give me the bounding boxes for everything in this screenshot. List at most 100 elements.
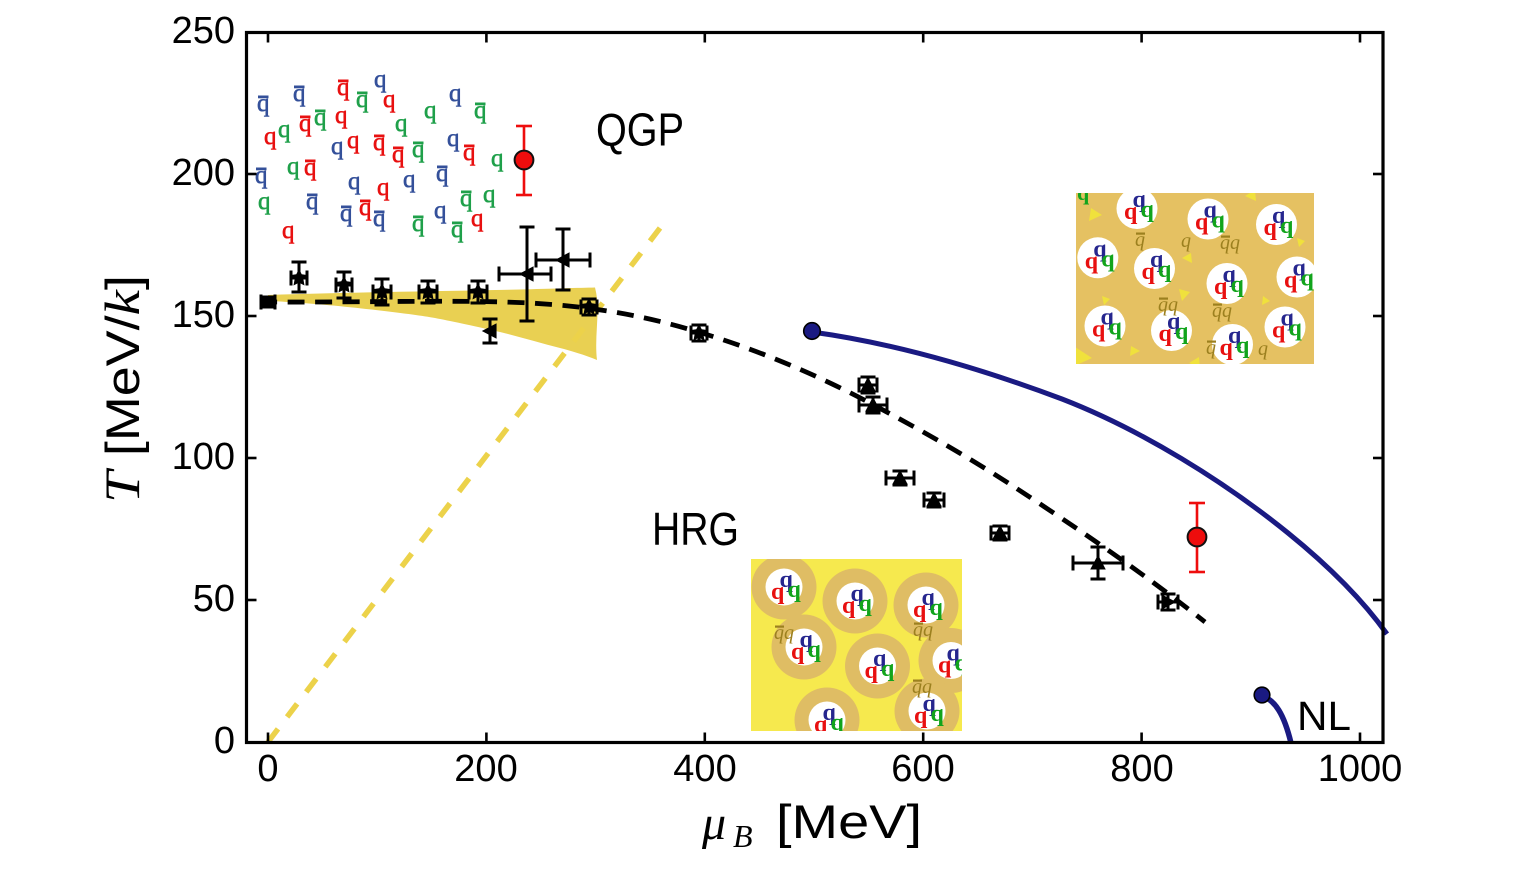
svg-text:q: q — [800, 627, 814, 653]
svg-text:q: q — [1289, 316, 1303, 342]
svg-text:q: q — [335, 102, 348, 129]
svg-text:q: q — [873, 646, 887, 672]
svg-text:q: q — [1077, 180, 1090, 205]
svg-text:200: 200 — [172, 152, 235, 194]
svg-text:q: q — [1181, 230, 1191, 252]
svg-text:q: q — [1228, 323, 1242, 349]
svg-text:q: q — [1220, 335, 1234, 361]
svg-text:HRG: HRG — [652, 503, 739, 555]
svg-text:q: q — [1258, 338, 1268, 360]
svg-text:q: q — [383, 86, 396, 113]
svg-text:q: q — [304, 154, 317, 181]
svg-text:q: q — [1280, 213, 1294, 239]
svg-text:q: q — [412, 136, 425, 163]
svg-text:NL: NL — [1297, 693, 1351, 739]
svg-text:q: q — [913, 619, 923, 641]
svg-text:200: 200 — [454, 748, 517, 790]
svg-text:0: 0 — [257, 748, 278, 790]
svg-text:q: q — [922, 676, 932, 698]
svg-text:q: q — [314, 104, 327, 131]
svg-text:50: 50 — [193, 578, 235, 620]
svg-text:q: q — [881, 656, 895, 682]
svg-text:q: q — [774, 622, 784, 644]
svg-text:q: q — [1212, 208, 1226, 234]
svg-text:q: q — [831, 710, 845, 736]
svg-text:q: q — [955, 651, 969, 677]
svg-text:1000: 1000 — [1318, 748, 1403, 790]
svg-text:q: q — [859, 591, 873, 617]
svg-text:q: q — [463, 139, 476, 166]
svg-text:q: q — [337, 74, 350, 101]
svg-text:q: q — [1168, 294, 1178, 316]
svg-text:250: 250 — [172, 10, 235, 52]
svg-text:T [MeV/k]: T [MeV/k] — [94, 275, 150, 503]
svg-text:q: q — [1109, 315, 1123, 341]
svg-text:q: q — [1092, 317, 1106, 343]
svg-text:q: q — [348, 168, 361, 195]
svg-text:q: q — [392, 141, 405, 168]
svg-text:q: q — [1272, 318, 1286, 344]
svg-text:q: q — [922, 585, 936, 611]
svg-text:q: q — [1222, 300, 1232, 322]
svg-text:B: B — [733, 818, 753, 854]
svg-text:q: q — [1220, 232, 1230, 254]
svg-text:q: q — [1158, 257, 1172, 283]
svg-text:q: q — [306, 188, 319, 215]
svg-text:q: q — [1158, 294, 1168, 316]
svg-text:q: q — [258, 188, 271, 215]
svg-text:q: q — [1223, 262, 1237, 288]
svg-text:q: q — [1093, 236, 1107, 262]
svg-text:q: q — [1204, 198, 1218, 224]
svg-text:q: q — [1281, 306, 1295, 332]
svg-text:q: q — [931, 701, 945, 727]
svg-text:[MeV]: [MeV] — [776, 795, 922, 848]
svg-text:q: q — [412, 210, 425, 237]
svg-text:q: q — [1236, 333, 1250, 359]
svg-text:100: 100 — [172, 436, 235, 478]
svg-text:q: q — [913, 597, 927, 623]
svg-text:q: q — [282, 217, 295, 244]
svg-text:q: q — [424, 97, 437, 124]
svg-text:q: q — [255, 162, 268, 189]
svg-text:q: q — [1167, 309, 1181, 335]
svg-text:q: q — [491, 145, 504, 172]
svg-text:q: q — [1231, 272, 1245, 298]
svg-text:q: q — [1142, 259, 1156, 285]
svg-text:q: q — [780, 567, 794, 593]
svg-text:q: q — [791, 639, 805, 665]
svg-text:q: q — [842, 593, 856, 619]
svg-text:800: 800 — [1110, 748, 1173, 790]
svg-text:q: q — [1175, 319, 1189, 345]
svg-text:q: q — [1101, 305, 1115, 331]
svg-text:600: 600 — [891, 748, 954, 790]
svg-text:q: q — [451, 216, 464, 243]
svg-text:q: q — [299, 110, 312, 137]
svg-text:q: q — [814, 712, 828, 738]
svg-text:q: q — [1272, 203, 1286, 229]
svg-text:q: q — [483, 181, 496, 208]
svg-text:q: q — [930, 595, 944, 621]
svg-text:q: q — [264, 123, 277, 150]
svg-text:q: q — [340, 200, 353, 227]
svg-text:q: q — [938, 653, 952, 679]
svg-text:q: q — [788, 577, 802, 603]
svg-text:q: q — [1141, 197, 1155, 223]
svg-text:q: q — [287, 153, 300, 180]
svg-text:q: q — [278, 116, 291, 143]
svg-text:q: q — [1214, 274, 1228, 300]
svg-text:q: q — [1133, 187, 1147, 213]
svg-text:q: q — [447, 125, 460, 152]
svg-text:q: q — [1293, 256, 1307, 282]
svg-text:400: 400 — [673, 748, 736, 790]
svg-text:q: q — [347, 127, 360, 154]
svg-text:q: q — [293, 80, 306, 107]
svg-text:q: q — [449, 80, 462, 107]
svg-text:q: q — [823, 700, 837, 726]
svg-text:q: q — [808, 637, 822, 663]
svg-text:q: q — [1284, 268, 1298, 294]
svg-text:q: q — [374, 66, 387, 93]
svg-text:μ: μ — [701, 797, 726, 850]
svg-text:q: q — [434, 197, 447, 224]
svg-text:q: q — [1212, 300, 1222, 322]
svg-text:q: q — [1150, 247, 1164, 273]
